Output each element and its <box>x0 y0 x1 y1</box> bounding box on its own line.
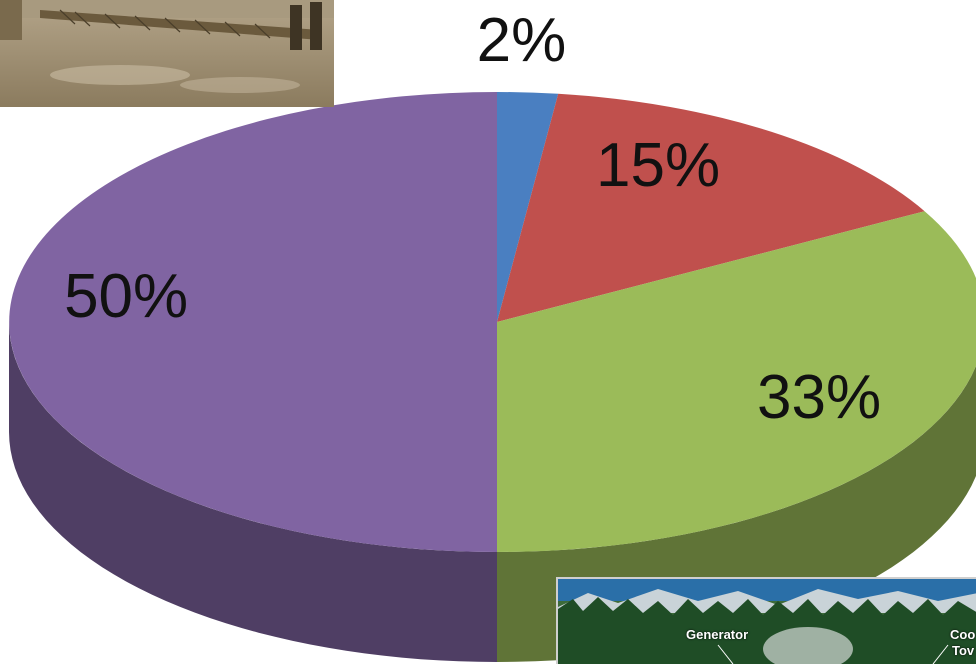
slice-label-15: 15% <box>595 130 721 200</box>
cooling-tower-caption-line2: Tov <box>952 643 975 658</box>
pie-top-faces <box>9 91 976 552</box>
slice-label-33: 33% <box>757 362 882 432</box>
pie-slice-33 <box>497 211 976 552</box>
power-plant-diagram-photo: Generator Coo Tov <box>556 577 976 664</box>
generator-caption: Generator <box>686 627 749 642</box>
pie-slice-15 <box>497 93 925 322</box>
slice-label-2: 2% <box>476 6 567 76</box>
pie-slice-2 <box>497 91 559 322</box>
cooling-tower-caption-line1: Coo <box>950 627 976 642</box>
pie-slice-50 <box>9 92 497 552</box>
slice-label-50: 50% <box>64 261 189 331</box>
pie-side-50 <box>9 322 497 662</box>
river-bridge-photo <box>0 0 334 107</box>
